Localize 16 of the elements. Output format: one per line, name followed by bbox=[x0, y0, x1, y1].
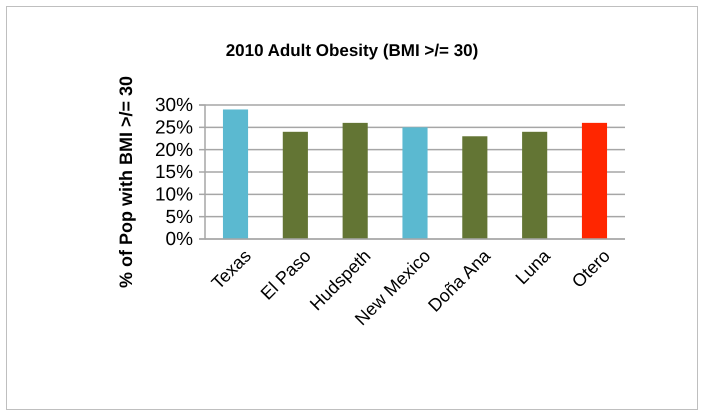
y-tick-label: 30% bbox=[154, 95, 194, 116]
bar bbox=[522, 132, 548, 239]
bar bbox=[462, 136, 488, 239]
y-tick-label: 5% bbox=[166, 206, 194, 228]
bar bbox=[582, 122, 608, 239]
y-tick-label: 10% bbox=[154, 184, 194, 206]
bar bbox=[222, 109, 248, 239]
chart-title: 2010 Adult Obesity (BMI >/= 30) bbox=[226, 41, 478, 60]
y-tick-label: 20% bbox=[154, 140, 194, 161]
bar bbox=[282, 132, 308, 239]
bar bbox=[342, 122, 368, 239]
y-axis-title: % of Pop with BMI >/= 30 bbox=[116, 76, 136, 288]
y-tick-label: 0% bbox=[166, 229, 194, 250]
bar bbox=[402, 127, 428, 239]
y-tick-label: 15% bbox=[154, 162, 194, 184]
y-tick-label: 25% bbox=[154, 117, 194, 138]
